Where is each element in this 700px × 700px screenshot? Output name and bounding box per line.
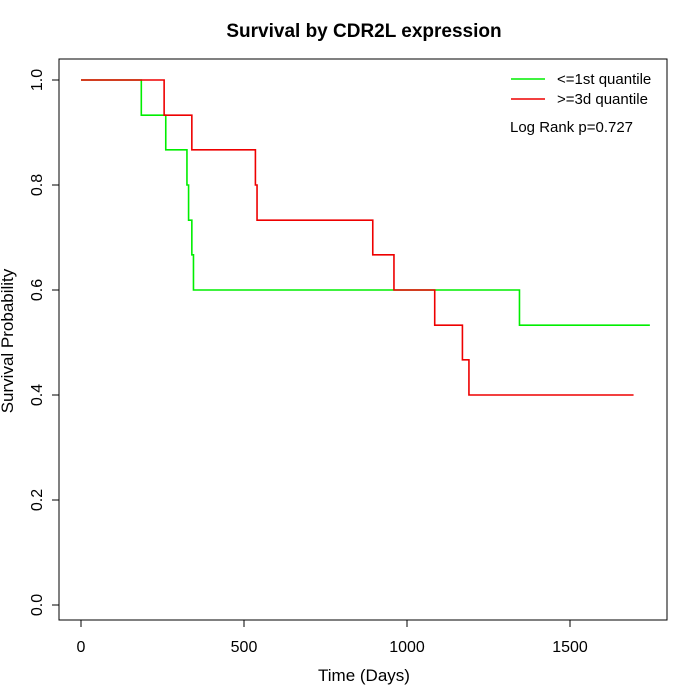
x-axis-label: Time (Days) [318,666,410,685]
y-axis: 0.0 0.2 0.4 0.6 0.8 1.0 [29,69,60,616]
legend-label-2: >=3d quantile [557,91,648,108]
y-tick-label: 0.8 [29,174,46,196]
y-tick-label: 0.2 [29,489,46,511]
y-tick-label: 0.0 [29,594,46,616]
x-tick-label: 1500 [552,639,588,656]
chart-title: Survival by CDR2L expression [226,21,501,42]
y-tick-label: 0.4 [29,384,46,406]
x-tick-label: 500 [231,639,258,656]
y-axis-label: Survival Probability [0,268,17,413]
x-tick-label: 1000 [389,639,425,656]
x-axis: 0 500 1000 1500 [77,619,588,656]
legend: <=1st quantile >=3d quantile [511,71,651,108]
series-line-2 [81,79,634,396]
series-line-1 [81,79,650,326]
legend-label-1: <=1st quantile [557,71,651,88]
log-rank-annotation: Log Rank p=0.727 [510,119,633,136]
y-tick-label: 0.6 [29,279,46,301]
x-tick-label: 0 [77,639,86,656]
series-layer [81,79,650,396]
y-tick-label: 1.0 [29,69,46,91]
